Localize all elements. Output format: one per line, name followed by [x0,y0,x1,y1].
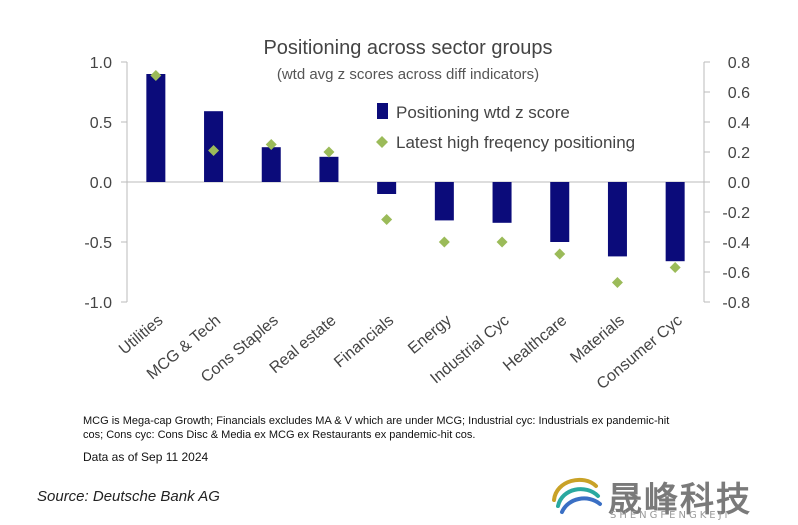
marker-2 [265,139,277,150]
bar-8 [607,182,627,257]
watermark-text-en: SHENGFENGKEJI [610,510,731,521]
sector-positioning-chart: Positioning across sector groups (wtd avg… [84,37,750,393]
category-label: Energy [405,312,455,358]
swirl-logo-icon [552,477,602,514]
right-tick-label: 0.4 [728,115,750,132]
bar-4 [377,182,397,194]
marker-4 [381,214,393,225]
footnote-line-1: MCG is Mega-cap Growth; Financials exclu… [83,415,670,427]
marker-8 [611,277,623,288]
category-label: Healthcare [500,312,570,375]
bar-6 [492,182,512,223]
bar-2 [261,147,281,182]
footnote-line-2: cos; Cons cyc: Cons Disc & Media ex MCG … [83,429,476,441]
left-tick-label: 1.0 [90,55,112,72]
marker-5 [438,236,450,248]
legend-swatch-bars [377,103,388,119]
right-tick-label: 0.6 [728,85,750,102]
right-tick-label: 0.0 [728,175,750,192]
right-tick-label: -0.4 [722,235,750,252]
left-tick-label: 0.0 [90,175,112,192]
data-date: Data as of Sep 11 2024 [83,450,209,464]
right-tick-label: -0.2 [722,205,750,222]
left-tick-label: -1.0 [84,295,112,312]
marker-7 [554,248,566,260]
marker-6 [496,236,508,248]
bar-7 [550,182,570,242]
source-note: Source: Deutsche Bank AG [37,488,220,505]
category-label: Financials [331,312,397,371]
right-tick-label: -0.6 [722,265,750,282]
marker-9 [669,262,681,273]
right-tick-label: 0.8 [728,55,750,72]
chart-title: Positioning across sector groups [263,37,552,59]
category-label: Utilities [116,312,166,358]
bar-3 [319,156,339,182]
right-tick-label: -0.8 [722,295,750,312]
watermark-logo: 晟峰科技 SHENGFENGKEJI [548,470,758,521]
chart-subtitle: (wtd avg z scores across diff indicators… [277,66,539,83]
bar-5 [434,182,454,221]
watermark-text-cn: 晟峰科技 [608,480,752,520]
bar-0 [146,74,166,182]
left-tick-label: -0.5 [84,235,112,252]
legend-label-bars: Positioning wtd z score [396,103,570,122]
marker-0 [150,70,162,81]
left-tick-label: 0.5 [90,115,112,132]
legend-swatch-markers [376,136,388,148]
marker-3 [323,146,335,158]
bar-9 [665,182,685,262]
legend-label-markers: Latest high freqency positioning [396,133,635,152]
right-tick-label: 0.2 [728,145,750,162]
marker-1 [208,145,220,156]
